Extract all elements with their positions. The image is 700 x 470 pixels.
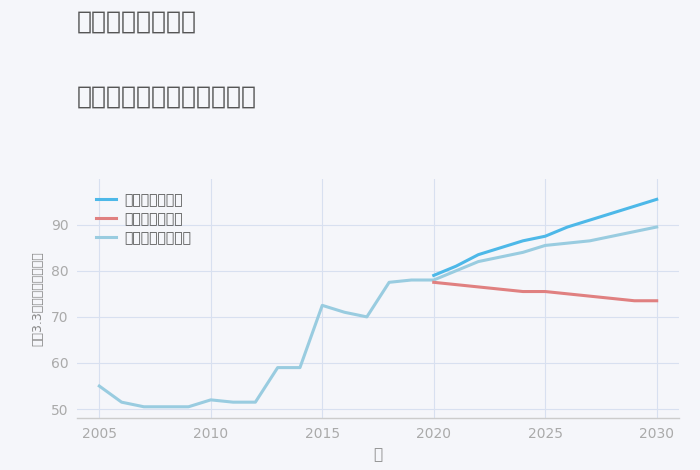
ノーマルシナリオ (385, 280, 393, 285)
ノーマルシナリオ (474, 259, 482, 265)
Text: 福岡県西戸崎駅の: 福岡県西戸崎駅の (77, 9, 197, 33)
ノーマルシナリオ (251, 400, 260, 405)
Line: バッドシナリオ: バッドシナリオ (434, 282, 657, 301)
Legend: グッドシナリオ, バッドシナリオ, ノーマルシナリオ: グッドシナリオ, バッドシナリオ, ノーマルシナリオ (90, 188, 197, 251)
バッドシナリオ (452, 282, 460, 288)
グッドシナリオ (430, 273, 438, 278)
Text: 中古マンションの価格推移: 中古マンションの価格推移 (77, 85, 257, 109)
バッドシナリオ (496, 286, 505, 292)
グッドシナリオ (564, 224, 572, 230)
バッドシナリオ (519, 289, 527, 294)
グッドシナリオ (541, 234, 550, 239)
ノーマルシナリオ (652, 224, 661, 230)
グッドシナリオ (452, 263, 460, 269)
グッドシナリオ (652, 196, 661, 202)
ノーマルシナリオ (363, 314, 371, 320)
ノーマルシナリオ (118, 400, 126, 405)
ノーマルシナリオ (318, 303, 326, 308)
Line: グッドシナリオ: グッドシナリオ (434, 199, 657, 275)
バッドシナリオ (608, 296, 616, 301)
ノーマルシナリオ (206, 397, 215, 403)
ノーマルシナリオ (519, 250, 527, 255)
バッドシナリオ (474, 284, 482, 290)
ノーマルシナリオ (541, 243, 550, 248)
Line: ノーマルシナリオ: ノーマルシナリオ (99, 227, 657, 407)
グッドシナリオ (586, 217, 594, 223)
ノーマルシナリオ (296, 365, 304, 370)
ノーマルシナリオ (586, 238, 594, 243)
バッドシナリオ (541, 289, 550, 294)
ノーマルシナリオ (340, 309, 349, 315)
ノーマルシナリオ (229, 400, 237, 405)
Y-axis label: 坪（3.3㎡）単価（万円）: 坪（3.3㎡）単価（万円） (31, 251, 44, 346)
グッドシナリオ (608, 211, 616, 216)
ノーマルシナリオ (274, 365, 282, 370)
ノーマルシナリオ (95, 383, 104, 389)
バッドシナリオ (586, 293, 594, 299)
バッドシナリオ (564, 291, 572, 297)
ノーマルシナリオ (630, 229, 638, 235)
ノーマルシナリオ (430, 277, 438, 283)
ノーマルシナリオ (564, 240, 572, 246)
X-axis label: 年: 年 (373, 447, 383, 462)
ノーマルシナリオ (496, 254, 505, 260)
ノーマルシナリオ (407, 277, 416, 283)
グッドシナリオ (519, 238, 527, 243)
グッドシナリオ (474, 252, 482, 258)
ノーマルシナリオ (608, 234, 616, 239)
ノーマルシナリオ (140, 404, 148, 409)
ノーマルシナリオ (184, 404, 192, 409)
バッドシナリオ (430, 280, 438, 285)
グッドシナリオ (496, 245, 505, 251)
ノーマルシナリオ (162, 404, 170, 409)
ノーマルシナリオ (452, 268, 460, 274)
グッドシナリオ (630, 204, 638, 209)
バッドシナリオ (630, 298, 638, 304)
バッドシナリオ (652, 298, 661, 304)
